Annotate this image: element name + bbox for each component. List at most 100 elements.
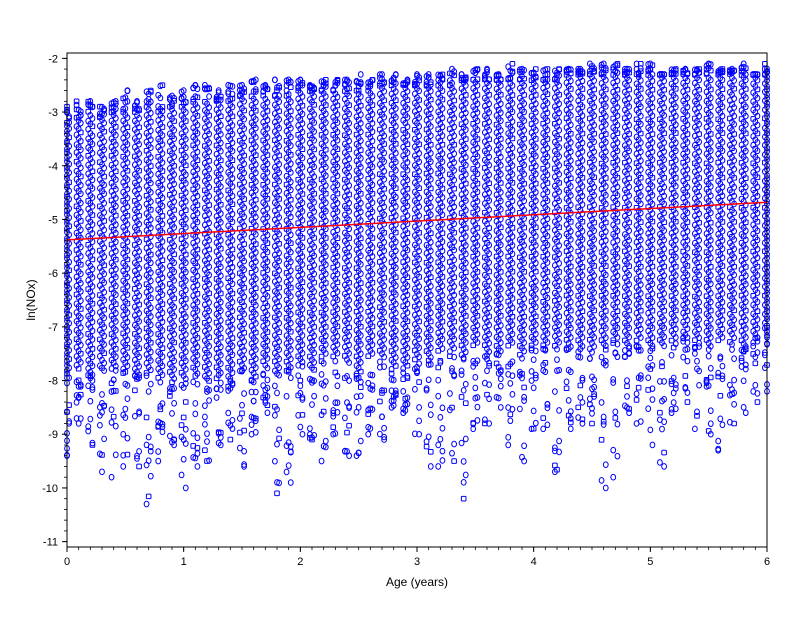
data-point [182, 109, 189, 116]
data-point [346, 128, 353, 136]
data-point [264, 275, 271, 283]
points-layer [64, 60, 770, 508]
data-point [192, 400, 199, 407]
data-point [229, 174, 236, 182]
data-point [287, 346, 294, 353]
data-point [182, 207, 189, 213]
data-point [241, 390, 248, 397]
data-point [425, 376, 432, 384]
data-point [311, 349, 318, 357]
data-point [87, 415, 94, 423]
data-point [462, 400, 469, 406]
data-point [147, 277, 154, 285]
point-column [248, 76, 259, 438]
data-point [334, 323, 341, 330]
data-point [147, 259, 154, 267]
data-point [89, 386, 96, 394]
data-point [334, 314, 341, 322]
point-column [120, 87, 131, 470]
data-point [283, 442, 290, 450]
data-point [147, 207, 154, 213]
data-point [171, 224, 178, 231]
data-point [136, 264, 143, 272]
data-point [322, 102, 329, 108]
data-point [194, 434, 201, 442]
data-point [190, 430, 197, 437]
data-point [252, 355, 259, 363]
data-point [112, 105, 119, 113]
data-point [213, 394, 220, 401]
data-point [311, 358, 318, 366]
data-point [276, 435, 282, 442]
data-point [159, 159, 166, 166]
data-point [276, 142, 283, 150]
data-point [190, 95, 197, 103]
data-point [252, 76, 259, 84]
data-point [120, 463, 127, 470]
data-point [252, 285, 259, 291]
data-point [206, 174, 213, 182]
data-point [217, 219, 224, 226]
data-point [73, 98, 80, 105]
data-point [264, 108, 271, 114]
data-point [262, 386, 269, 393]
data-point [171, 277, 178, 284]
data-point [206, 290, 212, 297]
data-point [229, 183, 236, 190]
data-point [124, 132, 131, 139]
data-point [330, 424, 337, 430]
data-point [101, 314, 107, 322]
data-point [180, 87, 187, 94]
data-point [145, 100, 152, 107]
data-point [264, 178, 271, 185]
data-point [77, 324, 84, 331]
data-point [101, 253, 107, 260]
data-point [182, 153, 189, 161]
data-point [322, 119, 329, 126]
data-point [157, 406, 164, 413]
data-point [217, 272, 224, 280]
data-point [322, 110, 329, 118]
data-point [171, 357, 178, 365]
data-point [229, 325, 236, 332]
data-point [229, 280, 236, 288]
data-point [357, 384, 364, 390]
data-point [252, 337, 259, 345]
data-point [206, 93, 213, 100]
data-point [311, 93, 318, 100]
data-point [276, 187, 283, 195]
data-point [182, 277, 189, 284]
data-point [136, 140, 143, 148]
point-column [353, 71, 364, 460]
data-point [241, 447, 248, 455]
data-point [252, 133, 259, 141]
data-point [182, 259, 189, 267]
data-point [159, 107, 166, 115]
data-point [101, 435, 107, 443]
data-point [77, 314, 84, 322]
data-point [77, 332, 84, 339]
data-point [112, 124, 119, 130]
data-point [77, 261, 84, 268]
data-point [252, 329, 259, 336]
data-point [182, 303, 189, 311]
data-point [462, 471, 469, 479]
point-column [563, 65, 574, 433]
data-point [229, 335, 236, 341]
data-point [217, 298, 224, 306]
data-point [322, 243, 329, 251]
data-point [206, 148, 213, 155]
data-point [241, 275, 248, 283]
data-point [171, 135, 178, 143]
data-point [112, 345, 119, 352]
data-point [309, 401, 315, 408]
data-point [206, 360, 213, 368]
data-point [540, 425, 547, 433]
data-point [507, 411, 514, 418]
data-point [346, 452, 353, 460]
data-point [77, 226, 84, 234]
data-point [180, 455, 187, 463]
data-point [217, 281, 224, 288]
data-point [287, 98, 294, 106]
data-point [346, 172, 353, 180]
